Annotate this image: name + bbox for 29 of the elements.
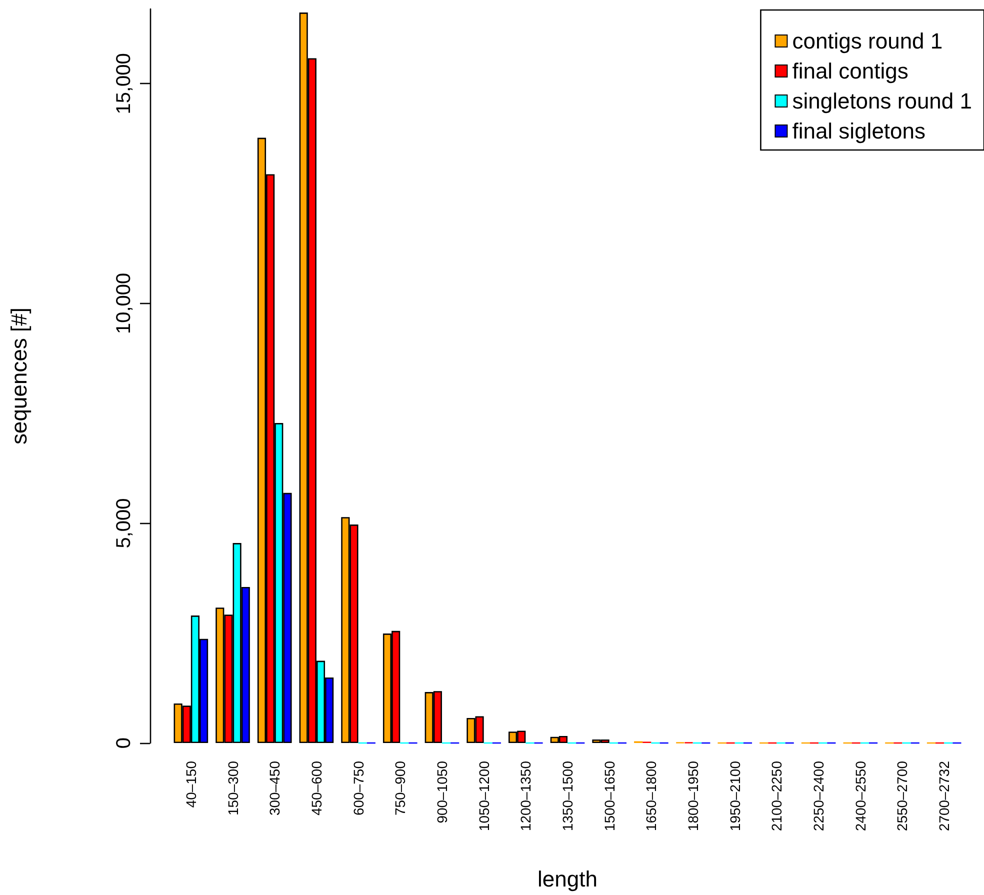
x-tick-label: 750–900 — [392, 760, 408, 816]
x-tick-label: 900–1050 — [434, 760, 450, 824]
x-tick-label: 2550–2700 — [894, 760, 910, 832]
x-tick-label: 1350–1500 — [560, 760, 576, 832]
y-axis-title: sequences [#] — [6, 308, 32, 444]
x-tick-label: 1500–1650 — [601, 760, 618, 832]
x-tick-label: 1050–1200 — [476, 760, 492, 832]
x-tick-label: 1800–1950 — [685, 760, 702, 832]
x-tick-label: 1950–2100 — [726, 760, 743, 832]
x-axis-title: length — [538, 866, 598, 892]
x-tick-label: 600–750 — [350, 760, 366, 816]
x-tick-label: 2250–2400 — [810, 760, 827, 832]
x-tick-label: 2700–2732 — [936, 760, 952, 832]
legend-label: final contigs — [792, 58, 908, 84]
x-tick-label: 1200–1350 — [518, 760, 534, 832]
y-tick-label: 10,000 — [113, 272, 135, 334]
x-tick-label: 300–450 — [266, 760, 283, 816]
x-tick-label: 40–150 — [182, 760, 199, 808]
legend-label: final sigletons — [792, 118, 926, 144]
x-tick-label: 1650–1800 — [643, 760, 660, 832]
x-tick-label: 150–300 — [224, 760, 241, 816]
x-tick-label: 2100–2250 — [768, 760, 785, 832]
y-tick-label: 5,000 — [113, 498, 135, 548]
y-tick-label: 15,000 — [113, 53, 135, 114]
x-tick-label: 450–600 — [308, 760, 324, 816]
y-tick-label: 0 — [113, 737, 135, 749]
x-tick-label: 2400–2550 — [852, 760, 868, 832]
legend-label: singletons round 1 — [792, 88, 972, 114]
legend-label: contigs round 1 — [792, 28, 943, 54]
